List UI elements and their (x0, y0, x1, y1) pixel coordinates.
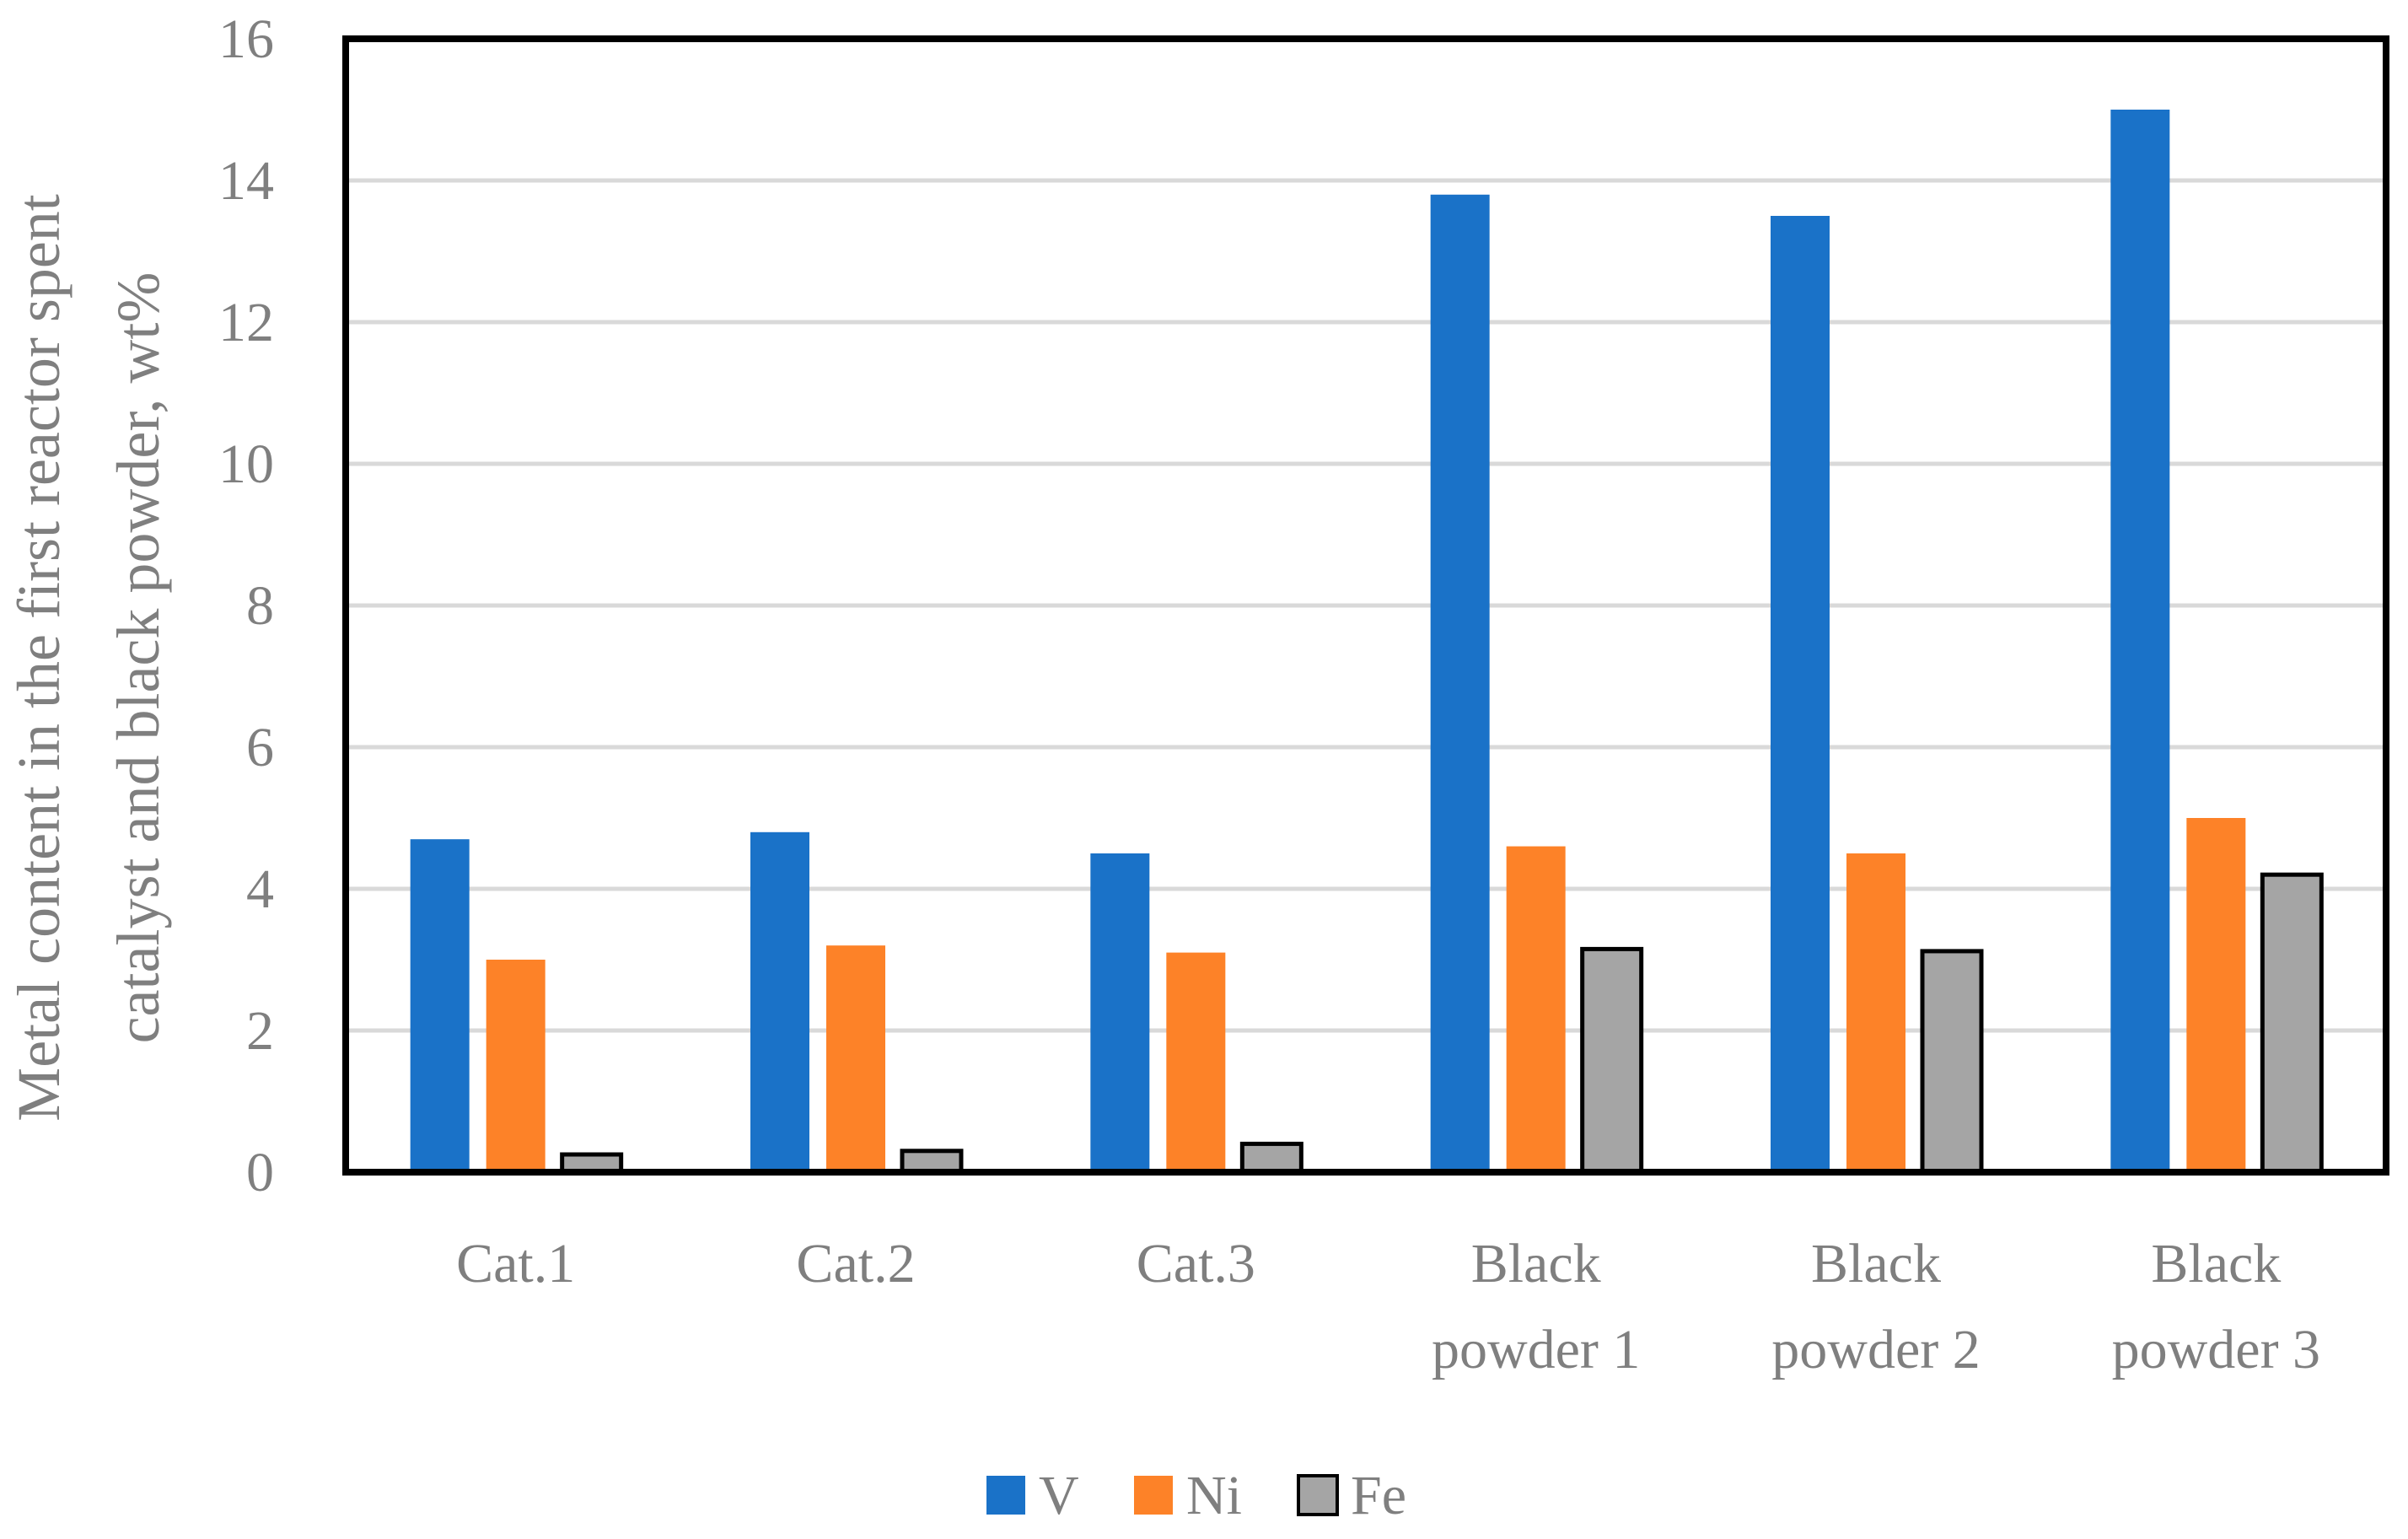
x-category-label: Cat.1 (456, 1233, 575, 1294)
gridlines (346, 178, 2386, 1033)
x-category-label: Black powder 2 (1771, 1233, 1980, 1380)
y-tick-label: 14 (218, 150, 274, 212)
y-axis-label: Metal content in the first reactor spent… (5, 194, 172, 1122)
bar-ni-4 (1506, 846, 1566, 1172)
x-category-label: Cat.2 (796, 1233, 915, 1294)
y-tick-label: 16 (218, 8, 274, 70)
bar-fe-2 (900, 1149, 964, 1175)
bar-v-3 (1090, 853, 1150, 1172)
bar-fe-4 (1580, 946, 1644, 1175)
y-tick-label: 12 (218, 292, 274, 353)
bar-v-1 (410, 839, 470, 1172)
y-axis-ticks: 0 2 4 6 8 10 12 14 16 (218, 8, 274, 1203)
x-category-label: Black powder 3 (2112, 1233, 2320, 1380)
legend-swatch-ni (1134, 1476, 1173, 1515)
legend-label-fe: Fe (1351, 1465, 1406, 1526)
y-tick-label: 2 (246, 1000, 274, 1062)
bar-v-6 (2110, 110, 2170, 1172)
bar-fe-6 (2260, 872, 2324, 1175)
x-axis-categories: Cat.1 Cat.2 Cat.3 Black powder 1 Black powder … (456, 1233, 2320, 1380)
legend-label-v: V (1039, 1465, 1079, 1526)
y-tick-label: 8 (246, 575, 274, 637)
legend-label-ni: Ni (1186, 1465, 1242, 1526)
bar-ni-5 (1846, 853, 1905, 1172)
x-category-label: Cat.3 (1137, 1233, 1255, 1294)
y-tick-label: 6 (246, 717, 274, 778)
bar-ni-6 (2186, 818, 2246, 1172)
bar-fe-5 (1920, 949, 1984, 1175)
legend: V Ni Fe (986, 1465, 1406, 1526)
bar-ni-2 (826, 945, 885, 1172)
y-tick-label: 4 (246, 858, 274, 920)
bar-v-4 (1430, 194, 1490, 1172)
bars (410, 110, 2324, 1175)
legend-swatch-v (986, 1476, 1025, 1515)
bar-ni-3 (1166, 952, 1226, 1172)
legend-swatch-fe (1297, 1474, 1339, 1516)
bar-v-5 (1771, 216, 1830, 1172)
bar-v-2 (750, 831, 809, 1172)
x-category-label: Black powder 1 (1432, 1233, 1640, 1380)
bar-ni-1 (486, 960, 546, 1172)
y-tick-label: 0 (246, 1142, 274, 1203)
bar-fe-3 (1239, 1141, 1303, 1175)
y-tick-label: 10 (218, 433, 274, 495)
